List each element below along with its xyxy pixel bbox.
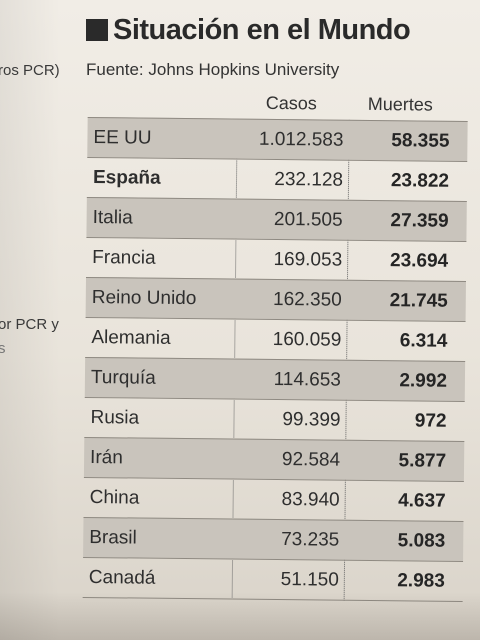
- column-header-deaths: Muertes: [367, 93, 433, 115]
- country-name: Canadá: [88, 567, 156, 589]
- deaths-value: 21.745: [389, 290, 448, 312]
- deaths-value: 58.355: [391, 130, 450, 152]
- table-header: Casos Muertes: [88, 87, 468, 121]
- deaths-value: 2.983: [397, 570, 445, 592]
- bottom-shadow: [0, 592, 480, 640]
- country-name: Alemania: [91, 327, 171, 349]
- cases-value: 99.399: [282, 409, 341, 431]
- country-name: Francia: [92, 247, 156, 269]
- source-line: Fuente: Johns Hopkins University: [86, 60, 340, 79]
- country-name: Brasil: [89, 527, 137, 549]
- deaths-value: 972: [414, 410, 447, 432]
- cases-value: 51.150: [280, 569, 339, 591]
- country-name: Irán: [90, 447, 123, 469]
- adjacent-column-text: s: [0, 340, 6, 357]
- cases-value: 1.012.583: [258, 128, 344, 151]
- deaths-value: 27.359: [390, 210, 449, 232]
- table-row: Turquía 114.653 2.992: [84, 356, 466, 401]
- country-name: Rusia: [90, 407, 140, 429]
- title-text: Situación en el Mundo: [113, 14, 411, 46]
- deaths-value: 23.822: [390, 170, 450, 192]
- cases-value: 201.505: [273, 208, 343, 231]
- table-row: China 83.940 4.637: [83, 476, 464, 521]
- table-row: Rusia 99.399 972: [84, 396, 465, 441]
- cases-value: 92.584: [281, 449, 341, 471]
- table-row: Brasil 73.235 5.083: [83, 516, 464, 561]
- country-name: China: [89, 487, 140, 509]
- deaths-value: 23.694: [389, 250, 449, 272]
- country-name: EE UU: [93, 127, 152, 149]
- page-title: Situación en el Mundo: [86, 14, 411, 47]
- table-row: Alemania 160.059 6.314: [85, 316, 466, 361]
- stats-table: Casos Muertes EE UU 1.012.583 58.355 España…: [82, 87, 468, 602]
- table-row: Italia 201.505 27.359: [86, 196, 467, 241]
- cases-value: 160.059: [272, 328, 342, 351]
- country-name: Reino Unido: [91, 287, 197, 310]
- cases-value: 162.350: [272, 288, 342, 311]
- cases-value: 73.235: [281, 529, 340, 551]
- page-fold-shadow: [0, 0, 60, 640]
- country-name: España: [92, 167, 161, 189]
- cases-value: 83.940: [281, 489, 340, 511]
- adjacent-column-text: ros PCR): [0, 62, 60, 79]
- table-row: Francia 169.053 23.694: [86, 236, 467, 281]
- deaths-value: 5.083: [397, 530, 446, 552]
- table-row: EE UU 1.012.583 58.355: [87, 116, 468, 161]
- deaths-value: 5.877: [398, 450, 447, 472]
- cases-value: 114.653: [273, 368, 342, 391]
- deaths-value: 6.314: [399, 330, 448, 352]
- adjacent-column-text: or PCR y: [0, 316, 59, 333]
- column-header-cases: Casos: [265, 92, 317, 114]
- cases-value: 169.053: [273, 248, 343, 271]
- table-row: Reino Unido 162.350 21.745: [85, 276, 466, 321]
- deaths-value: 2.992: [399, 370, 448, 392]
- table-row: Irán 92.584 5.877: [83, 436, 465, 481]
- country-name: Italia: [92, 207, 133, 229]
- title-square-icon: [86, 19, 108, 41]
- deaths-value: 4.637: [398, 490, 446, 512]
- table-row: España 232.128 23.822: [86, 156, 468, 201]
- table-body: EE UU 1.012.583 58.355 España 232.128 23.822 I…: [82, 116, 468, 602]
- cases-value: 232.128: [274, 168, 344, 191]
- country-name: Turquía: [90, 367, 156, 389]
